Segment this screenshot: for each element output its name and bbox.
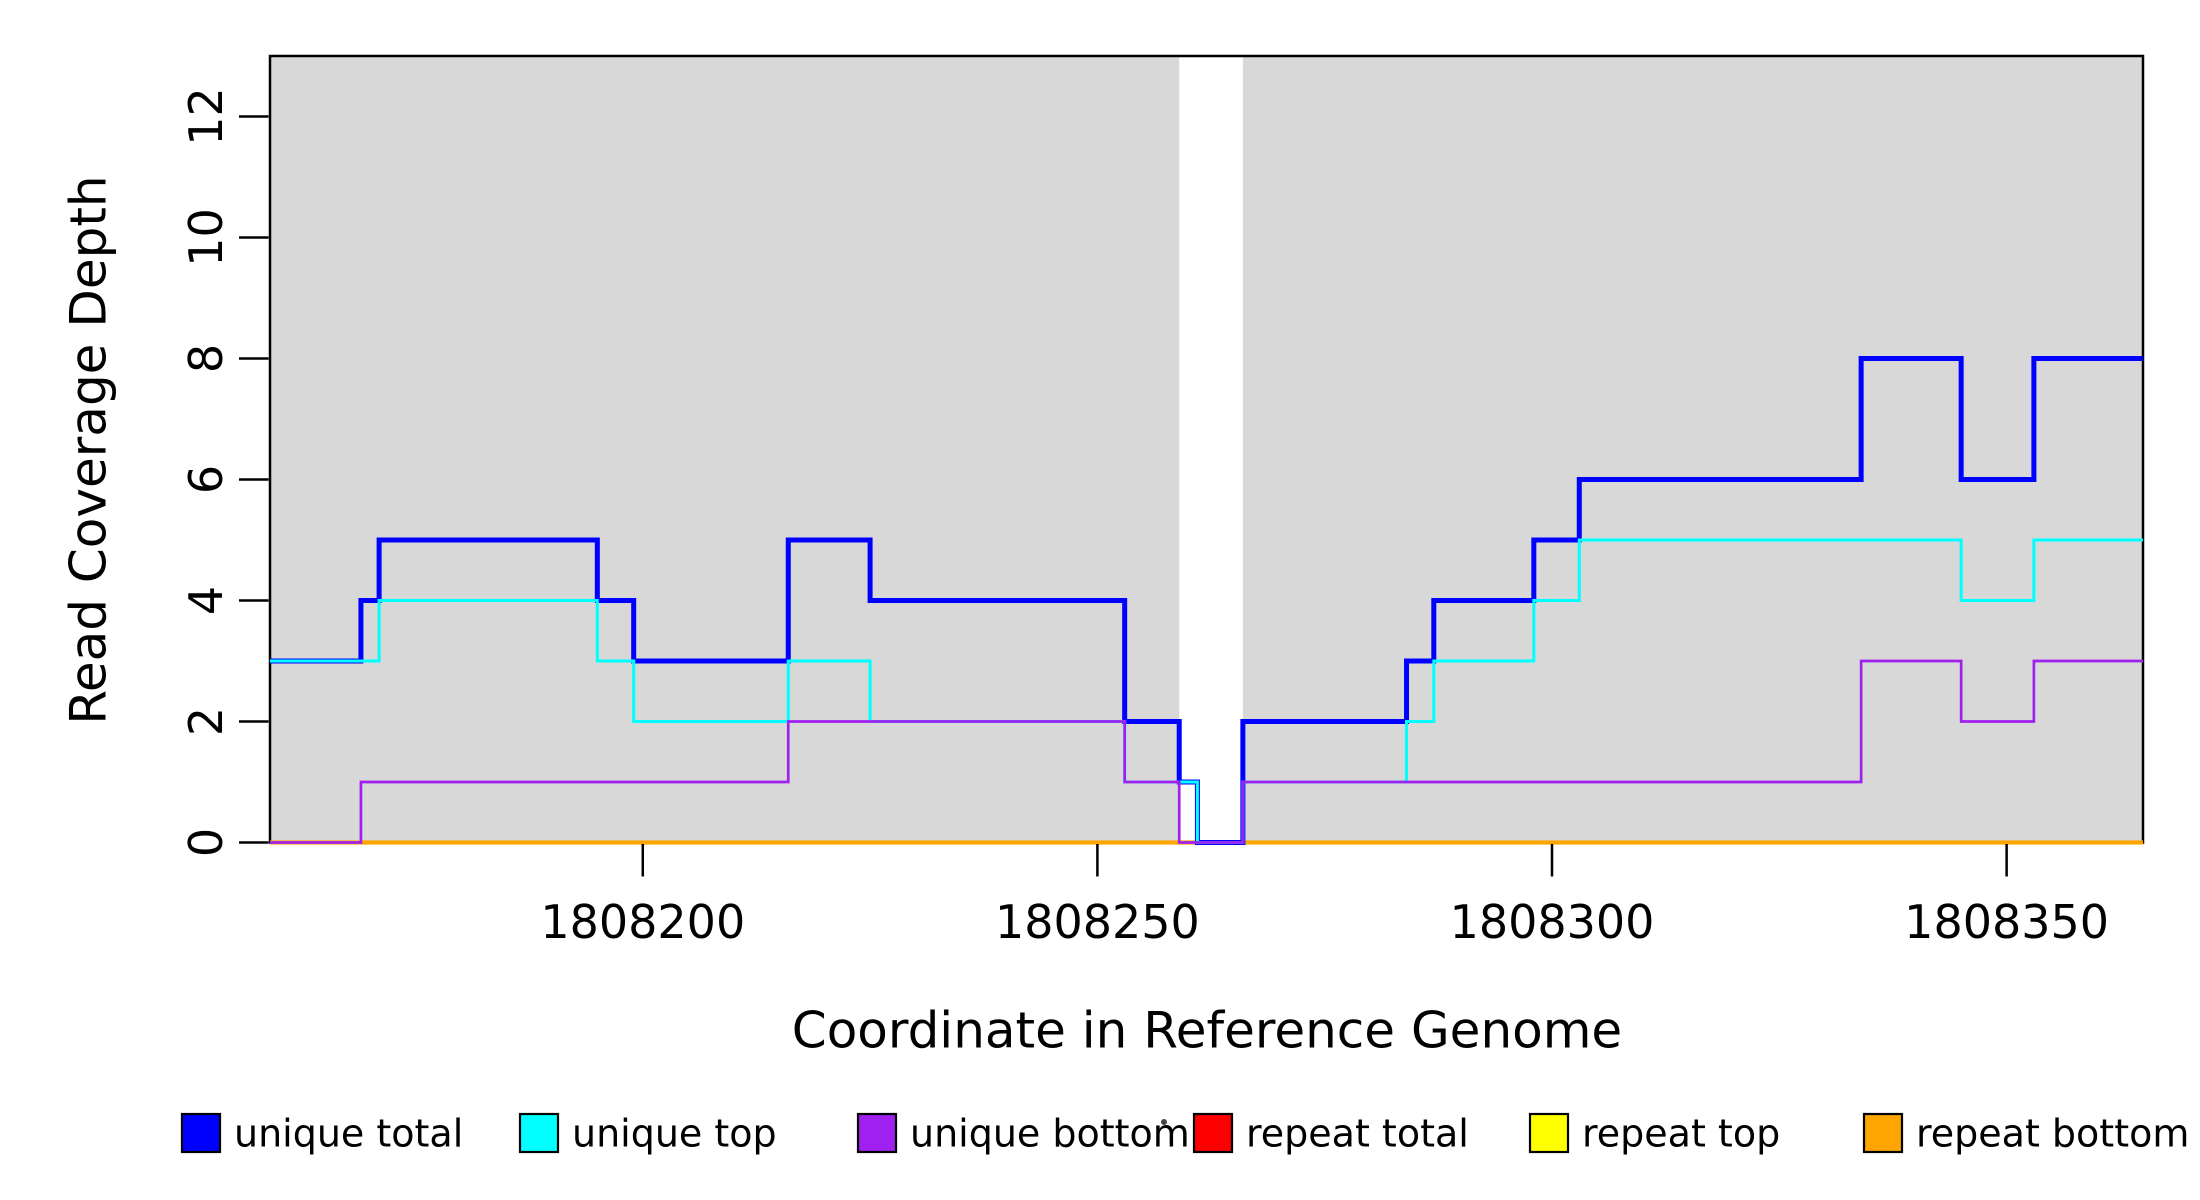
x-tick-label-1: 1808250 [995,895,1200,949]
stray-dot [1161,1119,1167,1125]
highlight-region-0 [270,56,1180,843]
x-tick-label-2: 1808300 [1450,895,1655,949]
y-tick-label-2: 4 [179,586,233,615]
legend-label-1: unique top [572,1111,777,1155]
x-tick-label-0: 1808200 [540,895,745,949]
y-tick-label-4: 8 [179,344,233,373]
legend-item-repeat-total: repeat total [1192,1111,1469,1155]
x-axis: 1808200 1808250 1808300 1808350 [540,844,2109,949]
y-tick-label-3: 6 [179,465,233,494]
legend-label-5: repeat bottom [1916,1111,2189,1155]
y-tick-label-6: 12 [179,87,233,146]
highlight-region-1 [1242,56,2143,843]
legend-item-unique-top: unique top [518,1111,777,1155]
legend-swatch-1 [518,1112,560,1154]
legend-item-unique-total: unique total [180,1111,463,1155]
series-lines [270,356,2143,845]
y-axis: 0 2 4 6 8 10 12 [179,87,269,857]
legend-swatch-5 [1862,1112,1904,1154]
legend-label-2: unique bottom [910,1111,1190,1155]
legend-swatch-3 [1192,1112,1234,1154]
legend-swatch-4 [1528,1112,1570,1154]
y-tick-label-0: 0 [179,828,233,857]
x-tick-label-3: 1808350 [1904,895,2109,949]
y-axis-title: Read Coverage Depth [60,175,118,724]
highlight-regions [270,56,2143,843]
legend: unique total unique top unique bottom repea… [180,1111,2189,1155]
legend-item-unique-bottom: unique bottom [856,1111,1190,1155]
legend-swatch-2 [856,1112,898,1154]
y-tick-label-1: 2 [179,707,233,736]
legend-item-repeat-bottom: repeat bottom [1862,1111,2189,1155]
legend-label-0: unique total [234,1111,463,1155]
legend-item-repeat-top: repeat top [1528,1111,1780,1155]
legend-swatch-0 [180,1112,222,1154]
legend-label-3: repeat total [1246,1111,1469,1155]
unique-bottom-line [270,659,2143,844]
x-axis-title: Coordinate in Reference Genome [792,1002,1622,1060]
y-tick-label-5: 10 [179,208,233,267]
legend-label-4: repeat top [1582,1111,1780,1155]
